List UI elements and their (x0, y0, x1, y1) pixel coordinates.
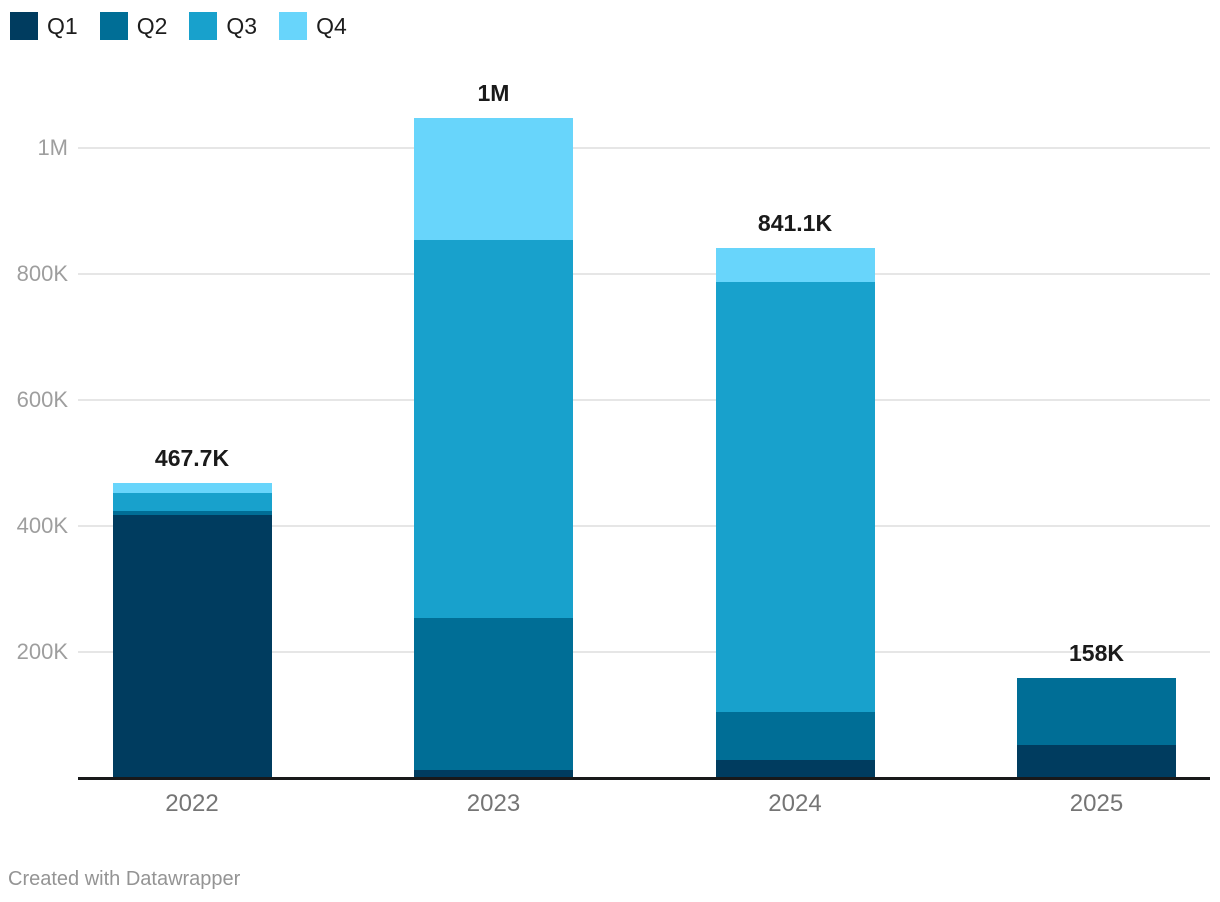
gridline-1m (78, 147, 1210, 149)
bar-total-label-2024: 841.1K (757, 210, 833, 237)
bar-segment-2025-q1[interactable] (1017, 744, 1176, 778)
bar-segment-2023-q4[interactable] (414, 118, 573, 240)
y-axis-tick-label: 400K (16, 513, 68, 538)
gridline-600k (78, 399, 1210, 401)
bar-segment-2022-q1[interactable] (112, 514, 272, 778)
bar-segment-2025-q2[interactable] (1017, 678, 1176, 745)
bar-segment-2022-q2[interactable] (112, 510, 272, 515)
y-axis-tick-label: 800K (16, 261, 68, 286)
gridline-800k (78, 273, 1210, 275)
bar-segment-2023-q1[interactable] (414, 769, 573, 778)
legend-swatch-q2 (99, 12, 128, 40)
legend-swatch-q4 (279, 12, 308, 40)
bar-total-label-2022: 467.7K (154, 445, 230, 472)
gridline-400k (78, 525, 1210, 527)
legend-swatch-q3 (189, 12, 218, 40)
x-axis-tick-label-2023: 2023 (466, 790, 521, 817)
y-axis-tick-label: 1M (37, 135, 68, 160)
bar-segment-2023-q2[interactable] (414, 617, 573, 770)
legend-item-q4: Q4 (279, 12, 347, 40)
bar-segment-2024-q1[interactable] (715, 759, 875, 778)
legend-label: Q2 (136, 12, 168, 39)
legend: Q1 Q2 Q3 Q4 (10, 12, 347, 40)
datawrapper-credit-link[interactable]: Created with Datawrapper (8, 868, 241, 890)
bar-total-label-2023: 1M (477, 80, 510, 107)
legend-swatch-q1 (10, 12, 38, 40)
legend-item-q2: Q2 (99, 12, 168, 40)
legend-label: Q3 (226, 12, 258, 39)
legend-item-q3: Q3 (189, 12, 257, 40)
bar-segment-2022-q3[interactable] (112, 492, 272, 511)
bar-segment-2023-q3[interactable] (414, 239, 573, 618)
y-axis-tick-label: 600K (16, 387, 68, 412)
y-axis-tick-label: 200K (16, 639, 68, 664)
gridline-200k (78, 651, 1210, 653)
bar-segment-2024-q2[interactable] (715, 711, 875, 760)
x-axis-tick-label-2025: 2025 (1069, 790, 1124, 817)
bar-total-label-2025: 158K (1069, 640, 1124, 667)
bar-segment-2024-q3[interactable] (715, 281, 875, 712)
bar-segment-2022-q4[interactable] (112, 483, 272, 493)
legend-item-q1: Q1 (10, 12, 78, 40)
x-axis-line (78, 776, 1210, 780)
x-axis-tick-label-2022: 2022 (165, 790, 219, 817)
x-axis-tick-label-2024: 2024 (768, 790, 822, 817)
legend-label: Q1 (47, 12, 78, 39)
legend-label: Q4 (316, 12, 347, 39)
bar-segment-2024-q4[interactable] (715, 248, 875, 282)
